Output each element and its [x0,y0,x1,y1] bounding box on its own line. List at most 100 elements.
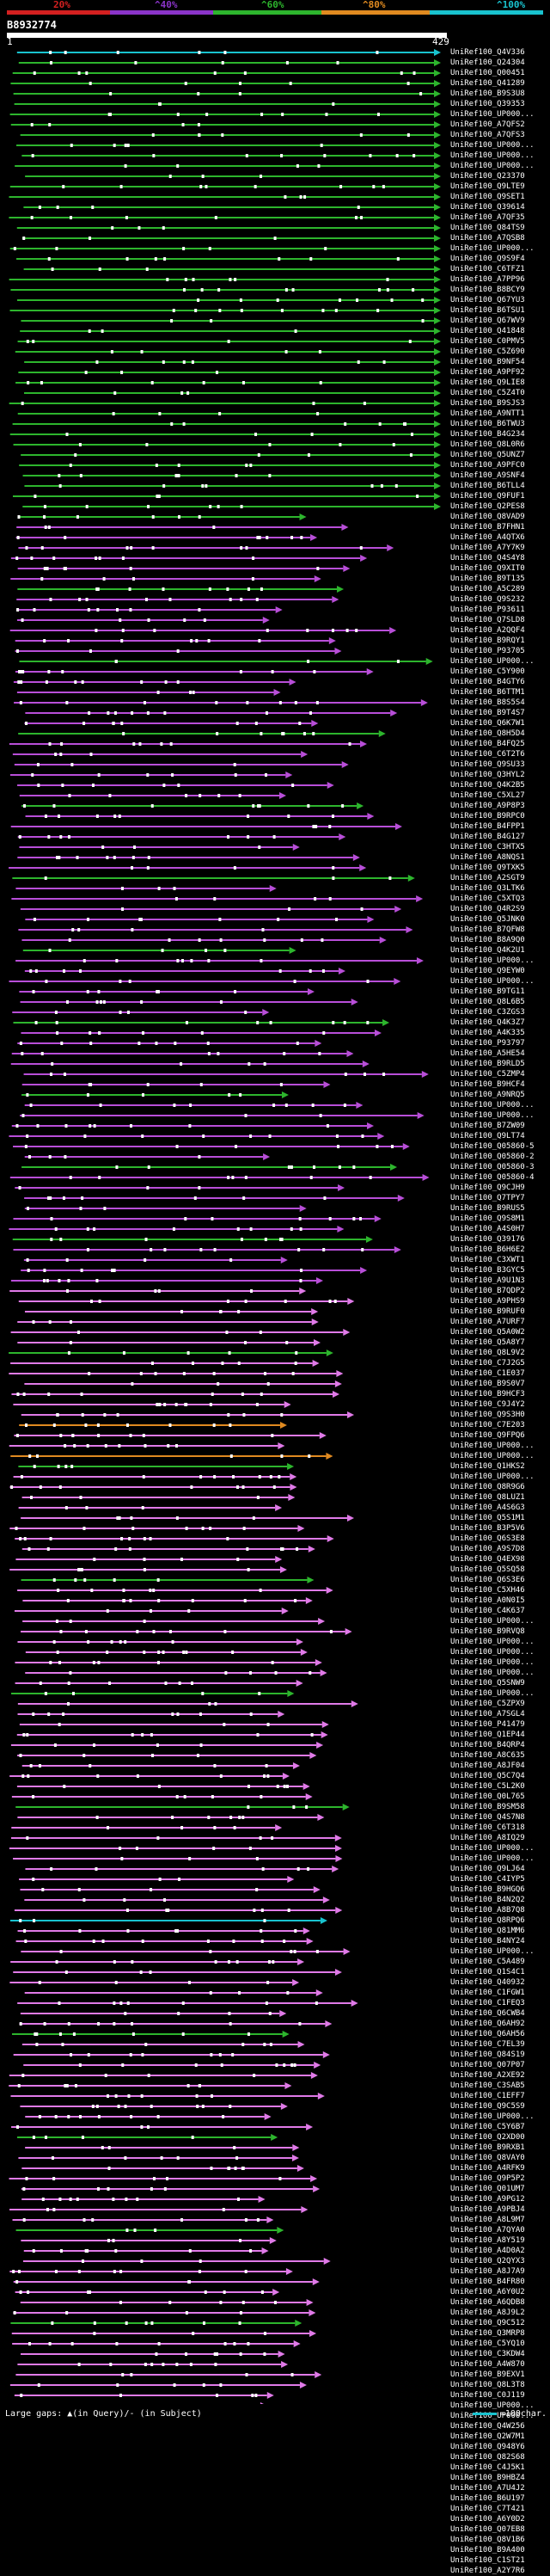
hit-label[interactable]: UniRef100_C1ST21 [450,2556,525,2565]
hit-label[interactable]: UniRef100_UP000... [450,1452,535,1460]
hit-label[interactable]: UniRef100_C5Y900 [450,667,525,676]
hit-label[interactable]: UniRef100_B8S5S4 [450,698,525,707]
hit-label[interactable]: UniRef100_B9RPC0 [450,812,525,821]
hit-label[interactable]: UniRef100_Q01UM7 [450,2185,525,2193]
hit-label[interactable]: UniRef100_Q5A0W2 [450,1328,525,1337]
hit-label[interactable]: UniRef100_A9NTT1 [450,409,525,418]
hit-label[interactable]: UniRef100_Q8L6B5 [450,998,525,1006]
hit-label[interactable]: UniRef100_C1E037 [450,1369,525,1378]
hit-label[interactable]: UniRef100_Q39614 [450,203,525,212]
hit-label[interactable]: UniRef100_UP000... [450,162,535,170]
hit-label[interactable]: UniRef100_Q9EYW0 [450,967,525,975]
hit-label[interactable]: UniRef100_A0N0I5 [450,1596,525,1605]
hit-label[interactable]: UniRef100_UP000... [450,2412,535,2420]
hit-label[interactable]: UniRef100_Q8LUZ1 [450,1493,525,1502]
hit-label[interactable]: UniRef100_Q3HYL2 [450,771,525,779]
hit-label[interactable]: UniRef100_Q4EX98 [450,1555,525,1564]
hit-label[interactable]: UniRef100_Q2XD00 [450,2133,525,2142]
hit-label[interactable]: UniRef100_C4J5K1 [450,2463,525,2472]
hit-label[interactable]: UniRef100_C3HTX5 [450,843,525,851]
hit-label[interactable]: UniRef100_Q9C512 [450,2319,525,2327]
hit-label[interactable]: UniRef100_Q39176 [450,1235,525,1244]
hit-label[interactable]: UniRef100_B4FPP1 [450,822,525,831]
hit-label[interactable]: UniRef100_Q8VAD9 [450,513,525,521]
hit-label[interactable]: UniRef100_B4FQ25 [450,740,525,748]
hit-label[interactable]: UniRef100_UP000... [450,1854,535,1863]
hit-label[interactable]: UniRef100_UP000... [450,1689,535,1698]
hit-label[interactable]: UniRef100_Q9S3H0 [450,1411,525,1419]
hit-label[interactable]: UniRef100_Q41848 [450,327,525,335]
hit-label[interactable]: UniRef100_UP000... [450,1638,535,1646]
hit-label[interactable]: UniRef100_Q9P5P2 [450,2174,525,2183]
hit-label[interactable]: UniRef100_Q6AH92 [450,2020,525,2028]
hit-label[interactable]: UniRef100_C3ZGS3 [450,1008,525,1017]
hit-label[interactable]: UniRef100_A8NQS1 [450,853,525,862]
hit-label[interactable]: UniRef100_Q9S8M1 [450,1214,525,1223]
hit-label[interactable]: UniRef100_A9U1N3 [450,1276,525,1285]
hit-label[interactable]: UniRef100_B9TG11 [450,987,525,996]
hit-label[interactable]: UniRef100_B3GYC5 [450,1266,525,1275]
hit-label[interactable]: UniRef100_B9T4S7 [450,709,525,717]
hit-label[interactable]: UniRef100_A9PG12 [450,2195,525,2204]
hit-label[interactable]: UniRef100_B4NY24 [450,1937,525,1946]
hit-label[interactable]: UniRef100_Q8H5D4 [450,729,525,738]
hit-label[interactable]: UniRef100_UP000... [450,2112,535,2121]
hit-label[interactable]: UniRef100_Q9SET1 [450,193,525,201]
hit-label[interactable]: UniRef100_B8BCY9 [450,286,525,294]
hit-label[interactable]: UniRef100_C7EL39 [450,2040,525,2049]
hit-label[interactable]: UniRef100_C5YQ10 [450,2339,525,2348]
hit-label[interactable]: UniRef100_B6TTM1 [450,688,525,697]
hit-label[interactable]: UniRef100_A2QQF4 [450,626,525,635]
hit-label[interactable]: UniRef100_Q9TXK5 [450,864,525,872]
hit-label[interactable]: UniRef100_B9SM58 [450,1803,525,1811]
hit-label[interactable]: UniRef100_A8J9L2 [450,2309,525,2317]
hit-label[interactable]: UniRef100_A8B7Q8 [450,1906,525,1915]
hit-label[interactable]: UniRef100_A9SNF4 [450,471,525,480]
hit-label[interactable]: UniRef100_B9S3U8 [450,89,525,98]
hit-label[interactable]: UniRef100_UP000... [450,141,535,150]
hit-label[interactable]: UniRef100_Q0L765 [450,1792,525,1801]
hit-label[interactable]: UniRef100_Q8L9V2 [450,1349,525,1357]
hit-label[interactable]: UniRef100_Q6AH56 [450,2030,525,2038]
hit-label[interactable]: UniRef100_C3XWT1 [450,1256,525,1264]
hit-label[interactable]: UniRef100_Q8RPQ6 [450,1916,525,1925]
hit-label[interactable]: UniRef100_B9HBZ4 [450,2474,525,2482]
hit-label[interactable]: UniRef100_B9HGQ6 [450,1885,525,1894]
hit-label[interactable]: UniRef100_C1EFF7 [450,2092,525,2100]
hit-label[interactable]: UniRef100_B9RQY1 [450,636,525,645]
hit-label[interactable]: UniRef100_B9S0V7 [450,1380,525,1388]
hit-label[interactable]: UniRef100_Q5SQ58 [450,1565,525,1574]
hit-label[interactable]: UniRef100_A4S6G3 [450,1503,525,1512]
hit-label[interactable]: UniRef100_Q7TPY7 [450,1194,525,1202]
hit-label[interactable]: UniRef100_Q05860-4 [450,1173,535,1182]
hit-label[interactable]: UniRef100_UP000... [450,1658,535,1667]
hit-label[interactable]: UniRef100_P93611 [450,606,525,614]
hit-label[interactable]: UniRef100_A4QTX6 [450,533,525,542]
hit-label[interactable]: UniRef100_UP000... [450,1617,535,1626]
hit-label[interactable]: UniRef100_A7Y7K9 [450,544,525,552]
hit-label[interactable]: UniRef100_Q07P07 [450,2061,525,2069]
hit-label[interactable]: UniRef100_P41479 [450,1720,525,1729]
hit-label[interactable]: UniRef100_Q3MRP8 [450,2329,525,2338]
hit-label[interactable]: UniRef100_A4K335 [450,1029,525,1037]
hit-label[interactable]: UniRef100_Q8L0R6 [450,440,525,449]
hit-label[interactable]: UniRef100_Q24304 [450,58,525,67]
hit-label[interactable]: UniRef100_Q8R9G6 [450,1483,525,1491]
hit-label[interactable]: UniRef100_A7SGL4 [450,1710,525,1718]
hit-label[interactable]: UniRef100_Q23370 [450,172,525,181]
hit-label[interactable]: UniRef100_C6TFZ1 [450,265,525,274]
hit-label[interactable]: UniRef100_Q6K7W1 [450,719,525,728]
hit-label[interactable]: UniRef100_B4G234 [450,430,525,439]
hit-label[interactable]: UniRef100_C7E203 [450,1421,525,1429]
hit-label[interactable]: UniRef100_A9PF92 [450,368,525,377]
hit-label[interactable]: UniRef100_C5XTQ3 [450,895,525,903]
hit-label[interactable]: UniRef100_B3P5V6 [450,1524,525,1533]
hit-label[interactable]: UniRef100_A6QDB8 [450,2298,525,2307]
hit-label[interactable]: UniRef100_UP000... [450,1947,535,1956]
hit-label[interactable]: UniRef100_Q81MM6 [450,1927,525,1935]
hit-label[interactable]: UniRef100_Q05860-5 [450,1142,535,1151]
hit-label[interactable]: UniRef100_UP000... [450,657,535,666]
hit-label[interactable]: UniRef100_A9P8P3 [450,802,525,810]
hit-label[interactable]: UniRef100_B9RLD5 [450,1060,525,1068]
hit-label[interactable]: UniRef100_Q82S68 [450,2453,525,2462]
